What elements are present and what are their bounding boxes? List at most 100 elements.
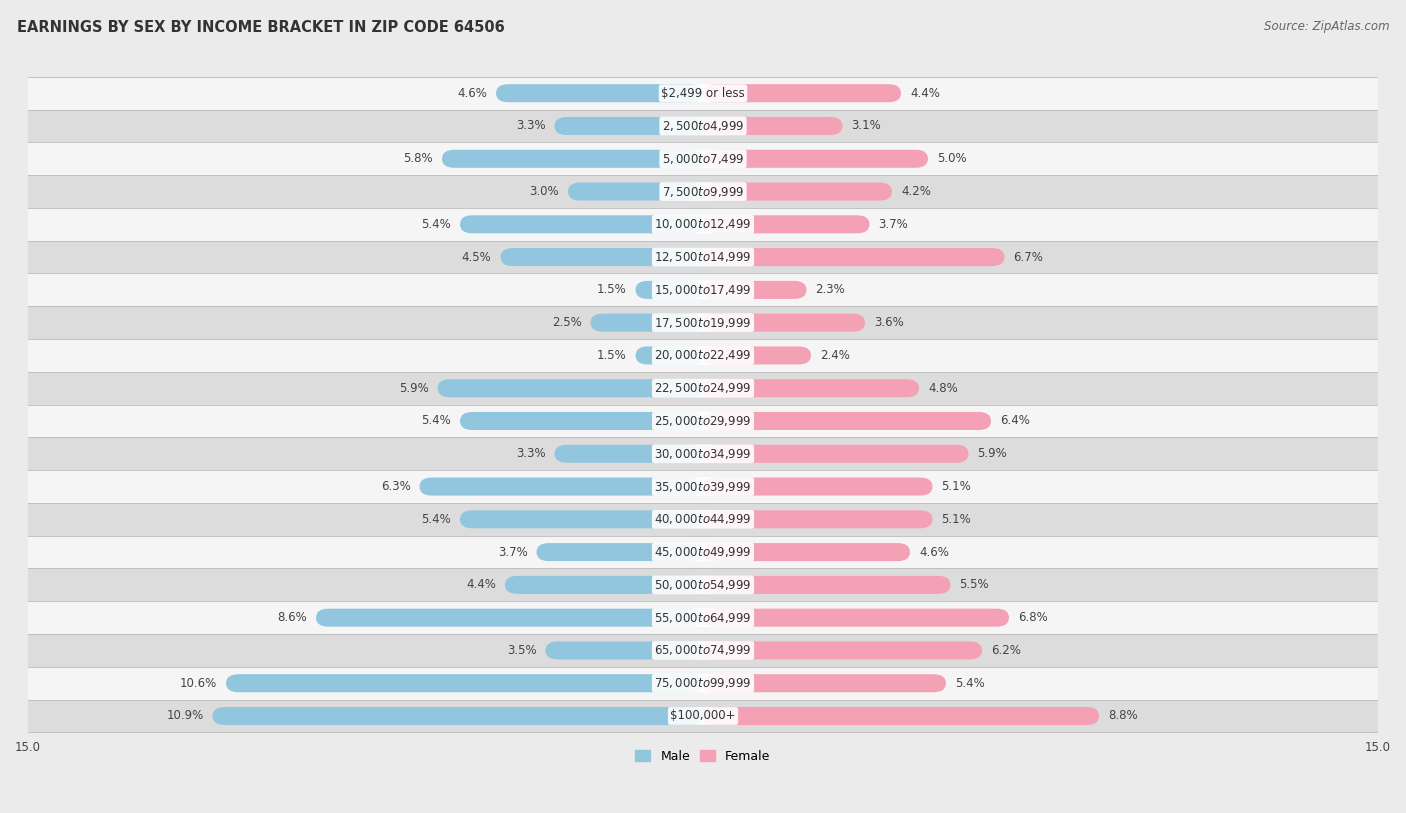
- Text: 5.9%: 5.9%: [977, 447, 1007, 460]
- FancyBboxPatch shape: [501, 248, 703, 266]
- Bar: [28, 405, 1378, 437]
- Text: 10.9%: 10.9%: [166, 710, 204, 723]
- FancyBboxPatch shape: [505, 576, 703, 594]
- FancyBboxPatch shape: [703, 346, 811, 364]
- Bar: [28, 307, 1378, 339]
- Bar: [28, 667, 1378, 700]
- Text: $2,499 or less: $2,499 or less: [661, 87, 745, 100]
- FancyBboxPatch shape: [703, 379, 920, 398]
- FancyBboxPatch shape: [636, 280, 703, 299]
- Text: 4.4%: 4.4%: [910, 87, 939, 100]
- Text: $100,000+: $100,000+: [671, 710, 735, 723]
- Text: 5.9%: 5.9%: [399, 382, 429, 395]
- Text: $55,000 to $64,999: $55,000 to $64,999: [654, 611, 752, 624]
- Bar: [28, 437, 1378, 470]
- Text: 8.6%: 8.6%: [277, 611, 307, 624]
- Text: $7,500 to $9,999: $7,500 to $9,999: [662, 185, 744, 198]
- FancyBboxPatch shape: [703, 150, 928, 167]
- Bar: [28, 503, 1378, 536]
- Bar: [28, 241, 1378, 273]
- FancyBboxPatch shape: [419, 477, 703, 496]
- FancyBboxPatch shape: [226, 674, 703, 692]
- Text: 4.5%: 4.5%: [461, 250, 492, 263]
- Bar: [28, 142, 1378, 175]
- FancyBboxPatch shape: [703, 280, 807, 299]
- FancyBboxPatch shape: [460, 511, 703, 528]
- Text: 6.2%: 6.2%: [991, 644, 1021, 657]
- Bar: [28, 175, 1378, 208]
- Text: 3.7%: 3.7%: [498, 546, 527, 559]
- FancyBboxPatch shape: [460, 215, 703, 233]
- Bar: [28, 536, 1378, 568]
- Bar: [28, 372, 1378, 405]
- Legend: Male, Female: Male, Female: [630, 745, 776, 767]
- FancyBboxPatch shape: [703, 183, 891, 201]
- Bar: [28, 700, 1378, 733]
- Text: 6.4%: 6.4%: [1000, 415, 1029, 428]
- Bar: [28, 602, 1378, 634]
- Text: 8.8%: 8.8%: [1108, 710, 1137, 723]
- Bar: [28, 470, 1378, 503]
- FancyBboxPatch shape: [703, 445, 969, 463]
- Text: 3.3%: 3.3%: [516, 120, 546, 133]
- Text: $20,000 to $22,499: $20,000 to $22,499: [654, 349, 752, 363]
- Text: 1.5%: 1.5%: [596, 284, 627, 297]
- Text: 6.7%: 6.7%: [1014, 250, 1043, 263]
- Text: 3.0%: 3.0%: [530, 185, 560, 198]
- FancyBboxPatch shape: [568, 183, 703, 201]
- Text: 3.3%: 3.3%: [516, 447, 546, 460]
- FancyBboxPatch shape: [703, 85, 901, 102]
- Text: $2,500 to $4,999: $2,500 to $4,999: [662, 119, 744, 133]
- Text: $75,000 to $99,999: $75,000 to $99,999: [654, 676, 752, 690]
- Text: EARNINGS BY SEX BY INCOME BRACKET IN ZIP CODE 64506: EARNINGS BY SEX BY INCOME BRACKET IN ZIP…: [17, 20, 505, 35]
- FancyBboxPatch shape: [212, 707, 703, 725]
- FancyBboxPatch shape: [441, 150, 703, 167]
- FancyBboxPatch shape: [703, 215, 869, 233]
- FancyBboxPatch shape: [703, 543, 910, 561]
- Text: 10.6%: 10.6%: [180, 676, 217, 689]
- FancyBboxPatch shape: [437, 379, 703, 398]
- Bar: [28, 273, 1378, 307]
- Text: 4.8%: 4.8%: [928, 382, 957, 395]
- FancyBboxPatch shape: [703, 641, 981, 659]
- FancyBboxPatch shape: [554, 117, 703, 135]
- Bar: [28, 568, 1378, 602]
- Text: 5.4%: 5.4%: [422, 513, 451, 526]
- Text: 5.4%: 5.4%: [422, 218, 451, 231]
- FancyBboxPatch shape: [316, 609, 703, 627]
- Bar: [28, 110, 1378, 142]
- FancyBboxPatch shape: [703, 248, 1004, 266]
- FancyBboxPatch shape: [460, 412, 703, 430]
- FancyBboxPatch shape: [703, 117, 842, 135]
- Text: $45,000 to $49,999: $45,000 to $49,999: [654, 545, 752, 559]
- FancyBboxPatch shape: [591, 314, 703, 332]
- FancyBboxPatch shape: [703, 511, 932, 528]
- Text: 6.3%: 6.3%: [381, 480, 411, 493]
- Text: $17,500 to $19,999: $17,500 to $19,999: [654, 315, 752, 329]
- Text: 3.1%: 3.1%: [852, 120, 882, 133]
- FancyBboxPatch shape: [703, 314, 865, 332]
- FancyBboxPatch shape: [703, 674, 946, 692]
- FancyBboxPatch shape: [546, 641, 703, 659]
- Text: $5,000 to $7,499: $5,000 to $7,499: [662, 152, 744, 166]
- Text: $12,500 to $14,999: $12,500 to $14,999: [654, 250, 752, 264]
- Text: $22,500 to $24,999: $22,500 to $24,999: [654, 381, 752, 395]
- Bar: [28, 634, 1378, 667]
- Text: 5.8%: 5.8%: [404, 152, 433, 165]
- Text: 2.5%: 2.5%: [551, 316, 582, 329]
- Text: $10,000 to $12,499: $10,000 to $12,499: [654, 217, 752, 232]
- Text: 5.1%: 5.1%: [942, 480, 972, 493]
- Text: 5.5%: 5.5%: [959, 578, 990, 591]
- Bar: [28, 339, 1378, 372]
- Text: 5.1%: 5.1%: [942, 513, 972, 526]
- FancyBboxPatch shape: [554, 445, 703, 463]
- Text: 5.4%: 5.4%: [422, 415, 451, 428]
- Text: $35,000 to $39,999: $35,000 to $39,999: [654, 480, 752, 493]
- Text: 2.4%: 2.4%: [820, 349, 849, 362]
- FancyBboxPatch shape: [537, 543, 703, 561]
- FancyBboxPatch shape: [703, 707, 1099, 725]
- Text: 4.6%: 4.6%: [920, 546, 949, 559]
- FancyBboxPatch shape: [496, 85, 703, 102]
- FancyBboxPatch shape: [636, 346, 703, 364]
- Text: $15,000 to $17,499: $15,000 to $17,499: [654, 283, 752, 297]
